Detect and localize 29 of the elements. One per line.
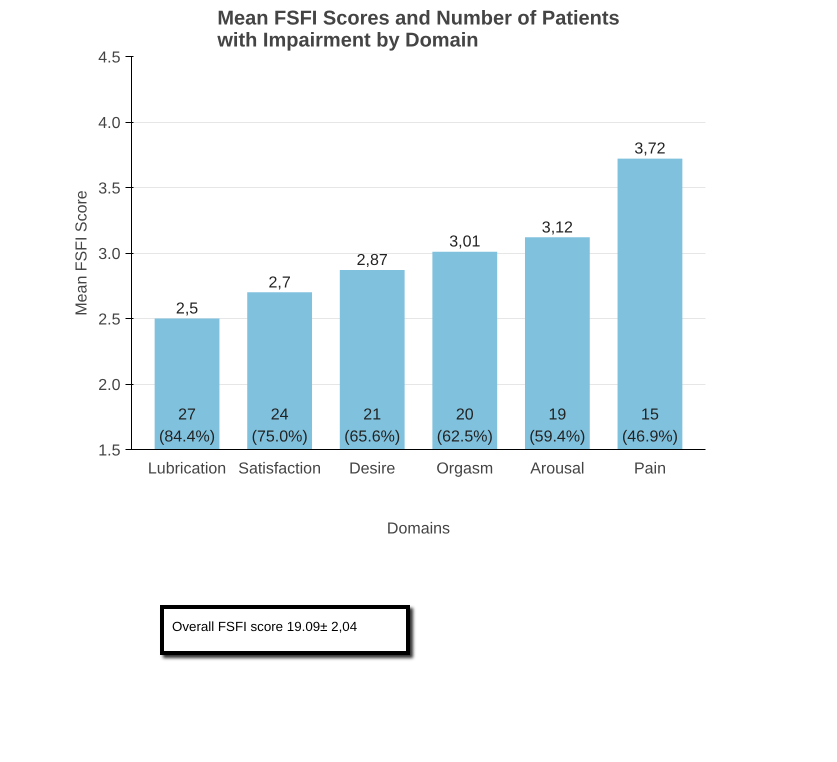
y-tick-label: 3.0 (98, 246, 121, 263)
annotation: 20 (62.5%) (436, 406, 493, 446)
annotation: 19 (59.4%) (529, 406, 586, 446)
x-tick-label: Arousal (530, 460, 584, 478)
data-label: 2,87 (356, 252, 388, 270)
x-axis-title: Domains (386, 520, 450, 538)
y-tick-label: 1.5 (98, 442, 121, 460)
y-tick-label: 4.5 (98, 50, 121, 66)
y-tick-label: 3.5 (98, 180, 121, 198)
text: Overall FSFI score 19.09± 2,04 (172, 618, 358, 636)
x-tick-label: Lubrication (148, 460, 226, 478)
data-label: 2,7 (268, 274, 291, 292)
x-tick-label: Pain (634, 460, 666, 478)
annotation: 24 (75.0%) (252, 406, 308, 446)
data-label: 3,01 (449, 234, 480, 251)
x-tick-label: Orgasm (436, 460, 494, 478)
x-tick-label: Satisfaction (238, 460, 321, 478)
annotation: 21 (65.6%) (344, 406, 400, 446)
y-tick-label: 4.0 (98, 115, 121, 132)
data-label: 3,12 (542, 219, 574, 236)
annotation: 27 (84.4%) (159, 406, 216, 446)
y-tick-label: 2.5 (98, 312, 121, 328)
x-tick-label: Desire (349, 460, 396, 478)
annotation: 15 (46.9%) (622, 406, 678, 446)
y-tick-label: 2.0 (98, 377, 121, 394)
data-label: 3,72 (634, 140, 666, 158)
chart-title: Mean FSFI Scores and Number of Patients with Impairment by Domain (216, 8, 620, 52)
data-label: 2,5 (176, 300, 198, 318)
y-axis-title: Mean FSFI Score (73, 190, 90, 316)
